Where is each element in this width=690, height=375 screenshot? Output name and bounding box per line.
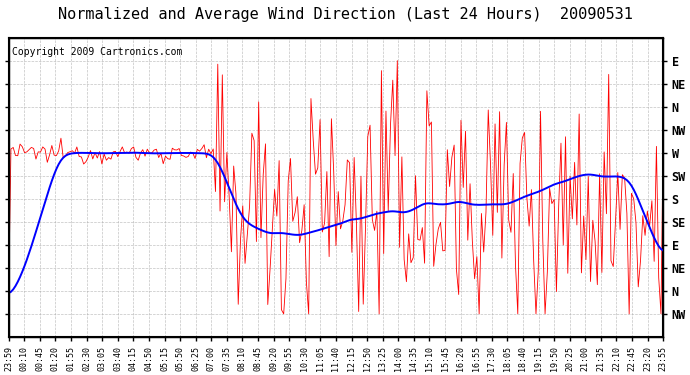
Text: Copyright 2009 Cartronics.com: Copyright 2009 Cartronics.com xyxy=(12,47,182,57)
Text: Normalized and Average Wind Direction (Last 24 Hours)  20090531: Normalized and Average Wind Direction (L… xyxy=(57,8,633,22)
